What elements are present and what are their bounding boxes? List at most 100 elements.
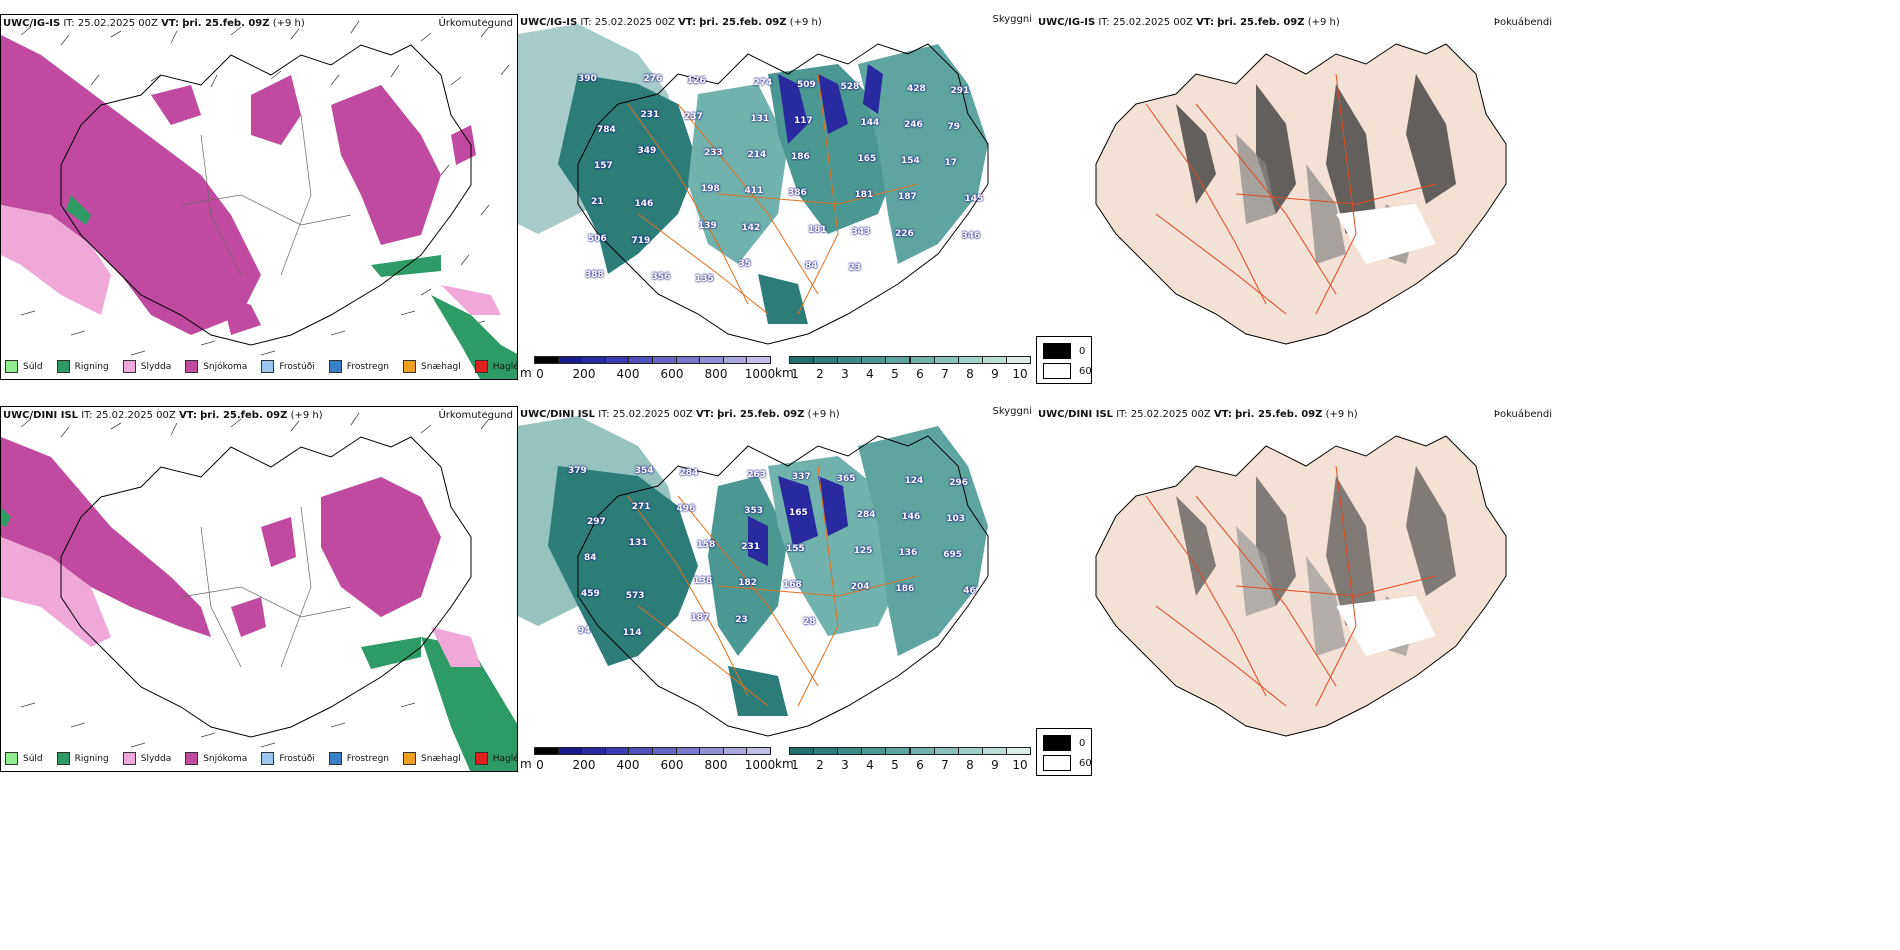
precip-legend: Súld Rigning Slydda Snjókoma Frostúði Fr… xyxy=(5,360,517,373)
cloud-base-label: 386 xyxy=(788,188,807,199)
colorbar-segment xyxy=(981,747,1007,755)
cloud-base-label: 573 xyxy=(625,591,645,602)
legend-swatch xyxy=(5,360,18,373)
cloud-base-label: 390 xyxy=(578,74,597,84)
cloud-base-label: 231 xyxy=(640,110,660,121)
legend-swatch xyxy=(474,752,488,765)
colorbar-tick-label: 5 xyxy=(891,758,899,772)
cloud-base-colorbar: m 0 200 400 600 800 1000 xyxy=(520,747,775,777)
colorbar-segment xyxy=(909,356,935,364)
fog-legend-row: 60 xyxy=(1043,363,1092,379)
colorbar-unit: m xyxy=(520,757,532,771)
colorbar-segment xyxy=(604,747,630,755)
fog-legend-row: 60 xyxy=(1043,755,1092,771)
colorbar-segment xyxy=(885,747,911,755)
visibility-colorbar: km 1 2 3 4 5 6 7 8 9 10 xyxy=(775,747,1031,777)
colorbar-segment xyxy=(581,747,606,755)
colorbar-tick-label: 800 xyxy=(704,758,728,772)
colorbar-tick-label: 600 xyxy=(660,367,684,381)
colorbar-tick-label: 200 xyxy=(572,367,596,381)
cloud-base-label: 135 xyxy=(695,273,714,284)
colorbar-tick-label: 800 xyxy=(704,367,728,381)
cloud-base-label: 428 xyxy=(907,84,926,94)
colorbar-segment xyxy=(746,747,771,755)
cloud-base-label: 114 xyxy=(622,627,642,638)
cloud-base-label: 144 xyxy=(860,118,880,129)
cloud-base-label: 84 xyxy=(584,553,597,564)
colorbar-segment xyxy=(813,356,839,364)
legend-swatch xyxy=(122,360,136,373)
cloud-base-label: 187 xyxy=(690,612,710,623)
legend-swatch xyxy=(56,752,70,765)
legend-item: Snjókoma xyxy=(185,752,247,765)
colorbar-tick-label: 1000 xyxy=(744,758,776,772)
colorbar-tick-label: 6 xyxy=(916,758,924,772)
panel-header: UWC/DINI ISL IT: 25.02.2025 00Z VT: þri.… xyxy=(520,409,840,420)
cloud-base-label: 233 xyxy=(704,148,723,159)
cloud-base-label: 146 xyxy=(901,512,921,523)
colorbar-segment xyxy=(534,356,559,364)
colorbar-segment xyxy=(746,356,771,364)
cloud-base-label: 28 xyxy=(803,616,816,627)
legend-item: Snæhagl xyxy=(403,360,461,373)
legend-swatch xyxy=(185,752,199,765)
colorbar-unit: m xyxy=(520,366,532,380)
cloud-base-label: 695 xyxy=(943,550,963,561)
colorbar-tick-label: 400 xyxy=(616,758,640,772)
colorbar-segment xyxy=(957,747,983,755)
colorbar-tick-label: 400 xyxy=(616,367,640,381)
fog-legend-row: 0 xyxy=(1043,343,1085,359)
colorbar-segment xyxy=(652,747,677,755)
colorbar-segment xyxy=(557,747,583,755)
cloud-base-label: 136 xyxy=(898,548,918,559)
legend-swatch xyxy=(328,360,342,373)
panel-title: Þokuábendi xyxy=(1493,409,1552,420)
colorbar-tick-label: 10 xyxy=(1012,758,1028,772)
panel-header: UWC/DINI ISL IT: 25.02.2025 00Z VT: þri.… xyxy=(3,410,323,421)
cloud-base-label: 379 xyxy=(568,466,587,476)
wind-barbs xyxy=(20,412,490,748)
colorbar-tick-label: 9 xyxy=(991,758,999,772)
colorbar-tick-label: 7 xyxy=(941,758,949,772)
fog-legend-row: 0 xyxy=(1043,735,1085,751)
colorbar-tick-label: 6 xyxy=(916,367,924,381)
colorbar-tick-label: 0 xyxy=(536,758,544,772)
cloud-base-label: 155 xyxy=(786,544,805,555)
cloud-base-label: 46 xyxy=(963,586,976,597)
fog-swatch xyxy=(1043,363,1071,379)
cloud-base-label: 784 xyxy=(597,125,616,136)
colorbar-segment xyxy=(722,356,748,364)
legend-swatch xyxy=(328,752,342,765)
cloud-base-label: 204 xyxy=(850,582,870,593)
precip-panel-top: UWC/IG-IS IT: 25.02.2025 00Z VT: þri. 25… xyxy=(0,14,518,380)
cloud-base-label: 138 xyxy=(693,576,713,587)
legend-swatch xyxy=(403,752,417,765)
cloud-base-label: 186 xyxy=(895,584,915,595)
panel-header: UWC/IG-IS IT: 25.02.2025 00Z VT: þri. 25… xyxy=(1038,17,1340,28)
wind-barbs xyxy=(20,20,510,356)
colorbar-tick-label: 2 xyxy=(816,367,824,381)
cloud-base-label: 346 xyxy=(961,230,981,241)
legend-item: Slydda xyxy=(122,752,171,765)
cloud-base-label: 459 xyxy=(581,589,600,600)
colorbar-tick-label: 4 xyxy=(866,367,874,381)
colorbar-unit: km xyxy=(775,757,794,771)
cloud-base-label: 353 xyxy=(744,506,764,517)
fog-legend: 0 60 xyxy=(1036,336,1092,384)
cloud-base-label: 343 xyxy=(851,226,871,237)
panel-header: UWC/IG-IS IT: 25.02.2025 00Z VT: þri. 25… xyxy=(520,17,822,28)
colorbar-unit: km xyxy=(775,366,794,380)
cloud-base-label: 388 xyxy=(585,269,604,280)
cloud-base-label: 23 xyxy=(735,614,748,625)
colorbar-segment xyxy=(957,356,983,364)
legend-swatch xyxy=(474,360,488,373)
legend-item: Frostúði xyxy=(261,360,315,373)
colorbar-tick-label: 4 xyxy=(866,758,874,772)
cloud-base-label: 496 xyxy=(676,504,696,515)
colorbar-segment xyxy=(981,356,1007,364)
colorbar-segment xyxy=(675,747,701,755)
cloud-base-label: 291 xyxy=(950,86,970,96)
cloud-base-label: 263 xyxy=(747,470,767,480)
cloud-base-label: 117 xyxy=(794,116,813,127)
fog-map-top xyxy=(1095,43,1507,345)
